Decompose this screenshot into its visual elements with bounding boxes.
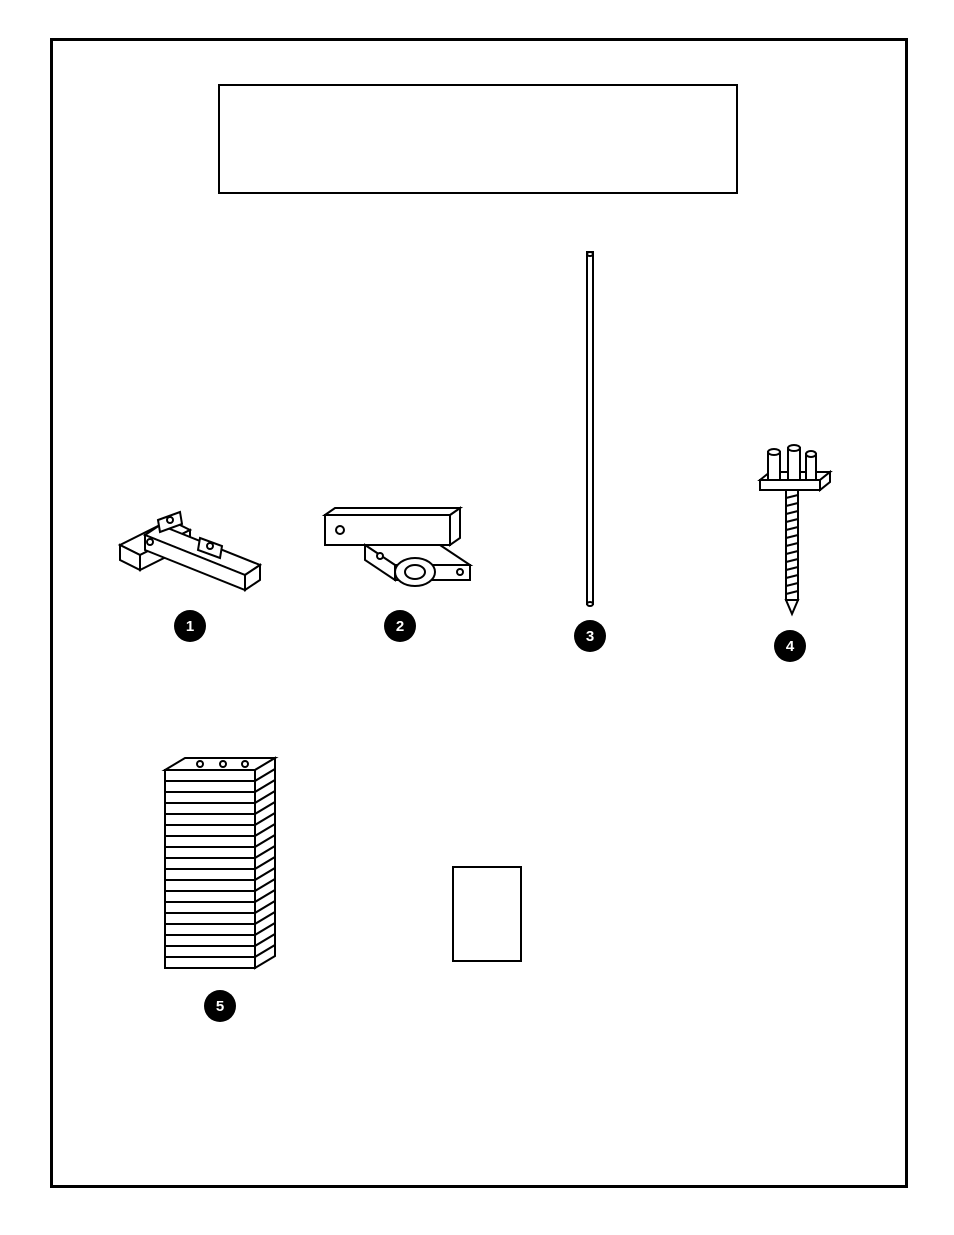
title-box	[218, 84, 738, 194]
part-badge: 2	[384, 610, 416, 642]
cross-bracket-icon	[100, 490, 280, 600]
part-selector-pin: 4	[710, 440, 870, 662]
part-number: 3	[586, 628, 594, 645]
part-number: 2	[396, 618, 404, 635]
part-weight-stack: 5	[120, 750, 320, 1022]
part-number: 1	[186, 618, 194, 635]
hardware-box	[452, 866, 522, 962]
part-badge: 3	[574, 620, 606, 652]
part-number: 4	[786, 638, 794, 655]
part-cross-bracket: 1	[90, 490, 290, 642]
part-badge: 4	[774, 630, 806, 662]
part-guide-rod: 3	[510, 250, 670, 652]
part-pulley-bracket: 2	[300, 490, 500, 642]
part-number: 5	[216, 998, 224, 1015]
weight-stack-icon	[145, 750, 295, 980]
part-badge: 5	[204, 990, 236, 1022]
pulley-bracket-icon	[310, 490, 490, 600]
guide-rod-icon	[570, 250, 610, 610]
selector-pin-icon	[740, 440, 840, 620]
part-badge: 1	[174, 610, 206, 642]
